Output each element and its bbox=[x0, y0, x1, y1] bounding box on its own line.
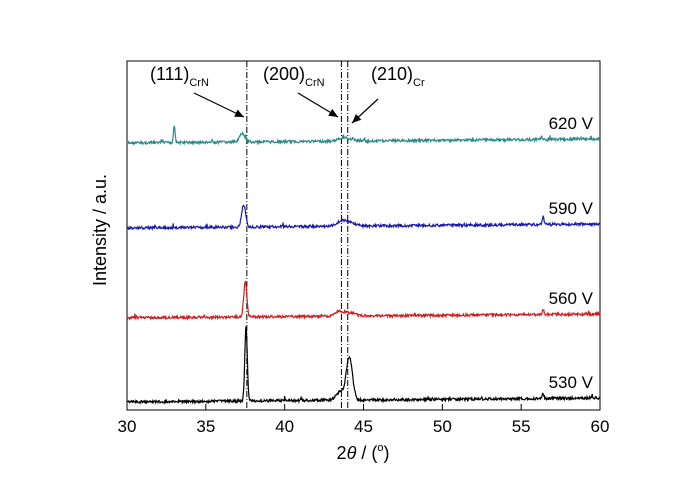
x-ticks: 30 35 40 45 50 55 60 bbox=[118, 404, 610, 436]
x-tick-label: 60 bbox=[591, 417, 610, 436]
series-trace-620-v bbox=[126, 125, 601, 147]
peak-annotations: (111)CrN (200)CrN (210)Cr bbox=[150, 64, 425, 124]
y-axis-label: Intensity / a.u. bbox=[90, 174, 110, 286]
x-axis-label: 2θ / (o) bbox=[337, 442, 390, 463]
x-tick-label: 55 bbox=[512, 417, 531, 436]
peak-annotation: (200)CrN bbox=[263, 64, 325, 89]
series-labels: 620 V 590 V 560 V 530 V bbox=[549, 114, 594, 392]
x-tick-label: 35 bbox=[196, 417, 215, 436]
annotation-arrow bbox=[193, 92, 245, 118]
series-label: 620 V bbox=[549, 114, 594, 133]
series-label: 530 V bbox=[549, 373, 594, 392]
x-tick-label: 50 bbox=[433, 417, 452, 436]
series-label: 560 V bbox=[549, 289, 594, 308]
annotation-arrowhead bbox=[234, 109, 244, 117]
annotation-arrowhead bbox=[328, 108, 338, 117]
series-trace-530-v bbox=[126, 326, 601, 405]
series-label: 590 V bbox=[549, 199, 594, 218]
x-tick-label: 45 bbox=[354, 417, 373, 436]
plot-frame bbox=[126, 60, 601, 411]
x-tick-label: 30 bbox=[118, 417, 137, 436]
x-tick-label: 40 bbox=[275, 417, 294, 436]
annotation-arrowhead bbox=[352, 114, 362, 123]
series-trace-560-v bbox=[126, 280, 601, 322]
peak-annotation: (210)Cr bbox=[371, 64, 425, 89]
series-trace-590-v bbox=[126, 204, 601, 231]
peak-annotation: (111)CrN bbox=[150, 64, 209, 89]
series-group bbox=[126, 125, 601, 405]
